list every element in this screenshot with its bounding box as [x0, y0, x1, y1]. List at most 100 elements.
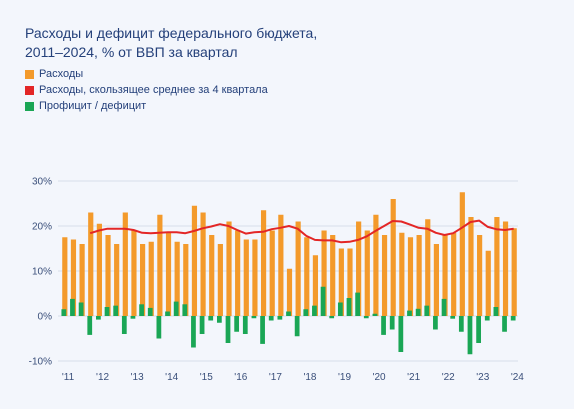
expense-bar	[511, 228, 517, 316]
expense-bar	[200, 212, 206, 316]
expense-bar	[295, 221, 301, 316]
expense-bar	[442, 235, 448, 316]
balance-bar	[130, 316, 136, 319]
expense-bar	[304, 237, 310, 316]
x-tick-label: '16	[234, 372, 247, 383]
expense-bar	[381, 235, 388, 316]
moving-average-line-group	[89, 219, 514, 244]
legend-label-balance: Профицит / дефицит	[39, 100, 147, 112]
balance-bar	[87, 316, 93, 335]
expense-bar	[278, 214, 284, 316]
balance-bar	[260, 316, 265, 344]
y-tick-label: 30%	[32, 177, 52, 188]
expense-bar	[243, 239, 249, 316]
balance-bar	[484, 316, 490, 321]
chart-title-line1: Расходы и дефицит федерального бюджета,	[25, 25, 318, 41]
expense-bar	[407, 237, 414, 316]
expense-bar	[70, 239, 77, 316]
balance-bar	[147, 307, 153, 316]
balance-bar	[234, 316, 240, 332]
x-tick-label: '11	[62, 372, 75, 383]
chart-title-line2: 2011–2024, % от ВВП за квартал	[25, 44, 238, 60]
balance-bar	[346, 298, 352, 316]
balance-bar	[294, 316, 300, 337]
x-tick-label: '17	[269, 372, 282, 383]
balance-bar	[476, 316, 481, 343]
expense-bar	[373, 214, 379, 316]
chart-legend: Расходы Расходы, скользящее среднее за 4…	[25, 66, 268, 114]
expense-bar	[364, 230, 370, 316]
bars	[61, 192, 517, 355]
expense-bar	[114, 244, 120, 316]
expense-bar	[209, 235, 215, 316]
chart-title: Расходы и дефицит федерального бюджета, …	[25, 24, 545, 62]
balance-bar	[398, 316, 404, 352]
expense-bar	[425, 219, 431, 316]
y-tick-label: 10%	[32, 267, 52, 278]
legend-swatch-expenses	[25, 69, 34, 79]
balance-bar	[96, 316, 101, 320]
balance-bar	[70, 298, 75, 316]
balance-bar	[156, 316, 162, 339]
expense-bar	[88, 212, 94, 316]
y-tick-label: 20%	[32, 222, 52, 233]
legend-swatch-moving-average	[25, 85, 34, 95]
expense-bar	[140, 244, 146, 316]
balance-bar	[208, 316, 214, 321]
expense-bar	[321, 230, 327, 316]
expense-bar	[148, 241, 154, 316]
balance-bar	[173, 301, 179, 316]
expense-bar	[459, 192, 465, 316]
moving-average-line	[89, 219, 514, 244]
expense-bar	[468, 217, 474, 316]
balance-bar	[458, 316, 464, 332]
balance-bar	[242, 316, 248, 334]
balance-bar	[61, 309, 67, 316]
balance-bar	[502, 316, 507, 332]
x-tick-label: '15	[200, 372, 213, 383]
legend-label-expenses: Расходы	[39, 68, 84, 80]
expense-bar	[390, 199, 396, 316]
x-tick-label: '20	[373, 372, 386, 383]
legend-label-moving-average: Расходы, скользящее среднее за 4 квартал…	[39, 84, 268, 96]
expense-bar	[399, 232, 405, 316]
y-axis-tick-labels: 30% 20% 10% 0% -10%	[29, 177, 52, 368]
expense-bar	[105, 235, 111, 316]
x-tick-label: '21	[407, 372, 420, 383]
y-tick-label: 0%	[38, 312, 53, 323]
balance-bar	[355, 292, 361, 316]
balance-bar	[268, 316, 274, 321]
expense-bar	[477, 235, 483, 316]
balance-bar	[139, 304, 144, 316]
x-tick-label: '23	[476, 372, 489, 383]
expense-bar	[312, 255, 319, 316]
expense-bar	[260, 210, 267, 316]
balance-bar	[415, 308, 421, 316]
expense-bar	[485, 250, 491, 316]
balance-bar	[433, 316, 438, 330]
balance-bar	[467, 316, 473, 355]
legend-item-balance: Профицит / дефицит	[25, 98, 268, 114]
expense-bar	[122, 212, 128, 316]
expense-bar	[252, 239, 258, 316]
balance-bar	[389, 316, 395, 330]
balance-bar	[104, 307, 110, 316]
balance-bar	[450, 316, 456, 319]
balance-bar	[407, 310, 412, 316]
balance-bar	[312, 305, 317, 316]
expense-bar	[338, 248, 344, 316]
balance-bar	[78, 302, 84, 316]
expense-bar	[330, 235, 336, 316]
legend-swatch-balance	[25, 101, 34, 111]
balance-bar	[121, 316, 127, 334]
legend-item-expenses: Расходы	[25, 66, 268, 82]
balance-bar	[320, 286, 326, 316]
balance-bar	[510, 316, 516, 321]
balance-bar	[329, 316, 335, 319]
balance-bar	[113, 305, 119, 316]
x-tick-label: '12	[96, 372, 109, 383]
balance-bar	[424, 305, 430, 316]
expense-bar	[451, 232, 457, 316]
x-tick-label: '14	[165, 372, 178, 383]
